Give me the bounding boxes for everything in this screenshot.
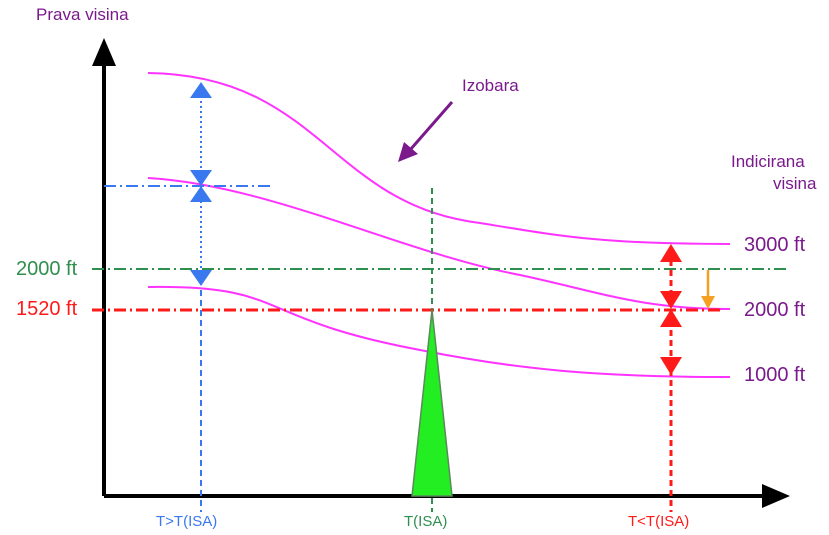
indicated-altitude-label-line2: visina [773, 174, 817, 193]
category-cold: T<T(ISA) [628, 513, 690, 530]
isobar-label: Izobara [462, 76, 519, 95]
x-axis-arrowhead [762, 484, 790, 508]
category-isa: T(ISA) [404, 513, 448, 530]
warm-arrow-down-mid [190, 170, 212, 186]
cold-arrow-down-mid [660, 291, 682, 309]
isobar-pointer-head [398, 142, 418, 162]
warm-arrow-up-mid [190, 186, 212, 202]
warm-arrow-up-top [190, 82, 212, 98]
warm-arrow-down-bottom [190, 270, 212, 286]
cold-arrow-up-mid [660, 309, 682, 327]
isobar-1000ft [147, 285, 731, 378]
isobar-label-1000ft: 1000 ft [744, 364, 806, 386]
y-axis-arrowhead [92, 38, 116, 66]
isobar-3000ft [147, 72, 731, 245]
reference-label-1520ft: 1520 ft [16, 298, 78, 320]
category-warm: T>T(ISA) [156, 513, 218, 530]
cold-arrow-down-bottom [660, 357, 682, 375]
isobar-label-3000ft: 3000 ft [744, 234, 806, 256]
orange-arrow-head [701, 296, 715, 309]
reference-label-2000ft: 2000 ft [16, 258, 78, 280]
y-axis-label: Prava visina [36, 5, 129, 24]
isa-triangle [411, 309, 453, 497]
isobar-pointer-shaft [408, 101, 454, 151]
cold-arrow-up-top [660, 244, 682, 262]
isobar-label-2000ft: 2000 ft [744, 299, 806, 321]
isobar-2000ft [147, 177, 731, 310]
indicated-altitude-label-line1: Indicirana [731, 152, 805, 171]
